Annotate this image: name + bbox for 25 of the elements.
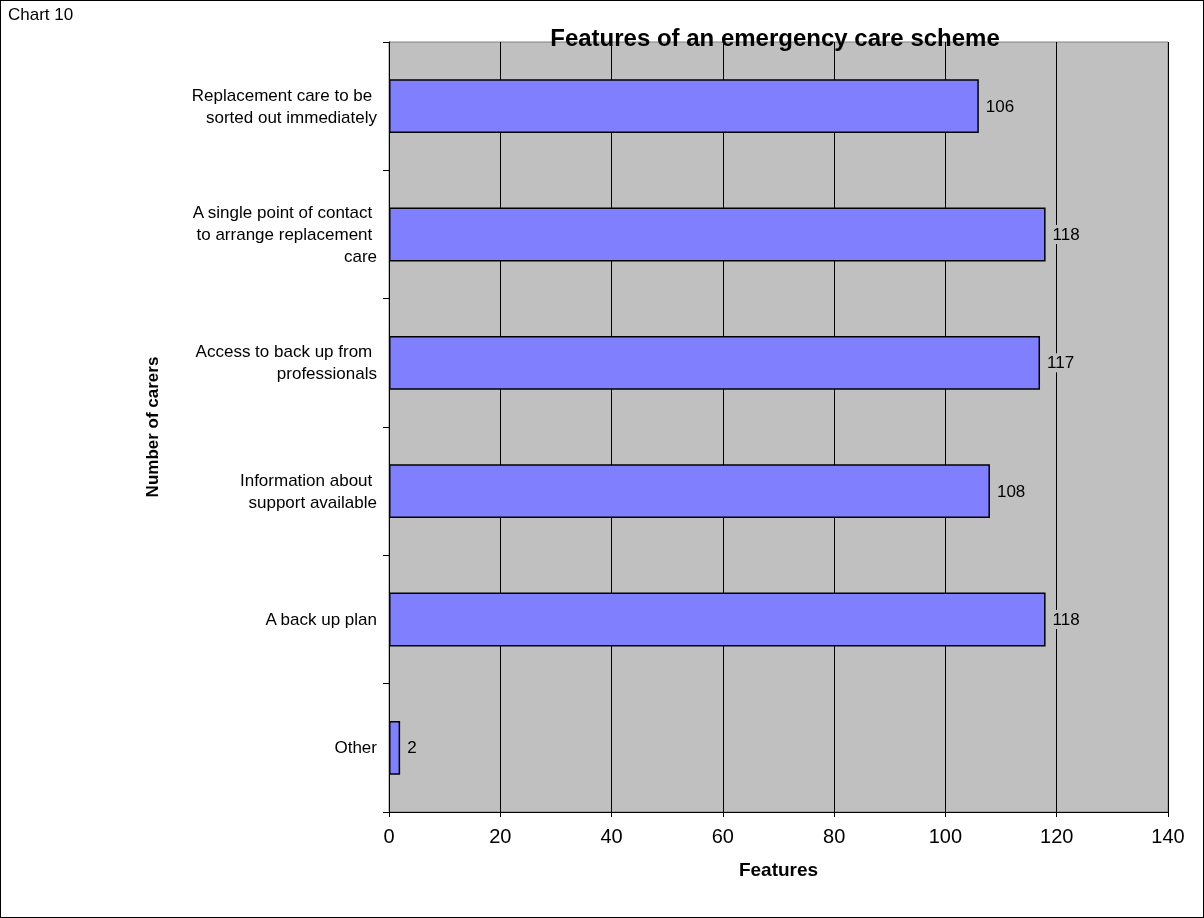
data-label: 118 [1052,610,1080,629]
y-tick-label: Other [334,738,378,758]
y-tick-label: Access to back up from professionals [195,342,377,384]
x-tick-label: 40 [600,825,623,847]
chart-title: Features of an emergency care scheme [550,23,1000,51]
y-axis-title: Number of carers [143,356,162,498]
bar [389,720,401,775]
y-tick-label: A single point of contact to arrange replacement care [192,203,377,266]
x-tick-label: 0 [383,825,395,847]
data-label: 117 [1047,353,1075,373]
data-label: 106 [985,96,1015,116]
x-tick-label: 60 [711,825,734,847]
x-tick-label: 120 [1040,825,1074,847]
caption: Chart 10 [8,5,74,24]
data-label: 2 [407,738,417,758]
x-tick-label: 100 [928,825,963,847]
data-label: 118 [1052,225,1080,244]
data-label: 108 [996,481,1026,501]
x-tick-label: 80 [823,825,846,847]
x-tick-label: 140 [1151,825,1185,847]
y-tick-label: Information about support available [239,470,377,512]
y-tick-label: Replacement care to be sorted out immediately [191,85,378,127]
y-tick-label: A back up plan [265,610,377,629]
x-tick-label: 20 [489,825,512,847]
x-axis-title: Features [738,859,819,880]
